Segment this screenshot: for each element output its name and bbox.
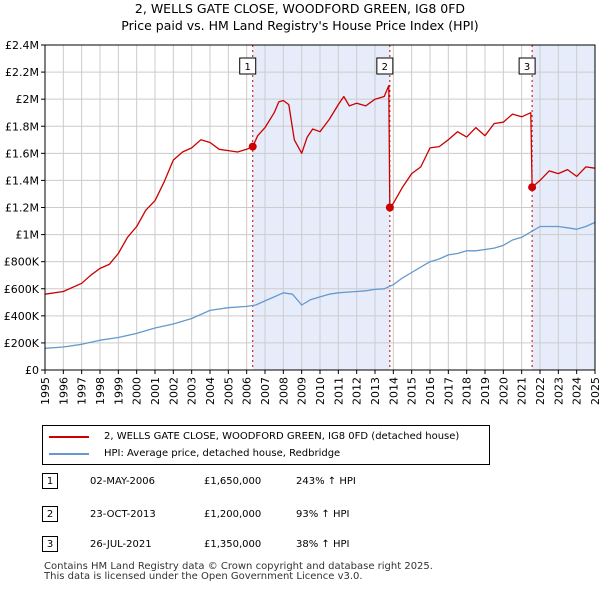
sale-marker-label: 3 [524,62,530,73]
sale-point [248,142,257,151]
transaction-date: 23-OCT-2013 [90,509,156,520]
transaction-price: £1,650,000 [204,476,262,487]
sale-marker-label: 2 [382,62,388,73]
y-tick-label: £200K [4,337,40,350]
x-tick-label: 2019 [479,377,492,405]
x-tick-label: 2020 [497,377,510,405]
sale-marker-box [239,57,257,75]
legend: 2, WELLS GATE CLOSE, WOODFORD GREEN, IG8… [42,425,490,465]
y-tick-label: £2.4M [5,39,39,52]
y-tick-label: £400K [4,310,40,323]
sale-marker-label: 1 [245,62,251,73]
transaction-row: 1 02-MAY-2006 £1,650,000 243% ↑ HPI [42,472,542,492]
y-tick-label: £600K [4,283,40,296]
x-tick-label: 2009 [296,377,309,405]
x-tick-label: 2008 [277,377,290,405]
chart-title: 2, WELLS GATE CLOSE, WOODFORD GREEN, IG8… [134,1,466,16]
transaction-hpi-change: 93% ↑ HPI [296,509,350,520]
legend-swatch-hpi [49,453,89,455]
footer-copyright: Contains HM Land Registry data © Crown c… [44,561,433,572]
x-tick-label: 1997 [76,377,89,405]
x-tick-label: 2017 [442,377,455,405]
y-tick-label: £1.2M [5,202,39,215]
x-tick-label: 2003 [186,377,199,405]
x-tick-label: 2005 [222,377,235,405]
transaction-number: 2 [42,506,58,522]
x-tick-label: 2004 [204,377,217,405]
x-tick-label: 2016 [424,377,437,405]
sale-points [248,142,537,212]
y-tick-label: £1.8M [5,120,39,133]
series-lines [44,84,596,349]
y-tick-label: £1.6M [5,147,39,160]
grid-lines [44,44,596,371]
x-tick-label: 2024 [571,377,584,405]
sale-marker-box [518,57,536,75]
x-tick-label: 2010 [314,377,327,405]
x-tick-label: 2013 [369,377,382,405]
x-tick-label: 2025 [589,377,600,405]
y-tick-label: £2M [16,93,40,106]
sale-markers: 1 2 3 [239,57,536,75]
property-price-line [44,84,596,295]
x-tick-label: 1996 [57,377,70,405]
y-tick-label: £800K [4,256,40,269]
x-tick-label: 2007 [259,377,272,405]
x-tick-label: 2001 [149,377,162,405]
transaction-date: 02-MAY-2006 [90,476,156,487]
chart-subtitle: Price paid vs. HM Land Registry's House … [121,18,479,33]
y-axis-ticks: £0 £200K £400K £600K £800K £1M £1.2M £1.4M £1.6M… [4,39,45,377]
x-tick-label: 1998 [94,377,107,405]
x-tick-label: 1995 [39,377,52,405]
x-tick-label: 2022 [534,377,547,405]
x-tick-label: 2021 [516,377,529,405]
transaction-number: 1 [42,473,58,489]
y-tick-label: £2.2M [5,66,39,79]
sale-marker-box [376,57,394,75]
x-tick-label: 2023 [552,377,565,405]
y-tick-label: £1M [16,229,40,242]
transaction-price: £1,350,000 [204,539,262,550]
x-tick-label: 2011 [332,377,345,405]
x-tick-label: 1999 [112,377,125,405]
x-axis-ticks: 1995 1996 1997 1998 1999 2000 2001 2002 2003 2004… [39,370,600,405]
transaction-number: 3 [42,536,58,552]
x-tick-label: 2006 [241,377,254,405]
legend-swatch-property [49,436,89,438]
x-tick-label: 2002 [167,377,180,405]
transaction-hpi-change: 38% ↑ HPI [296,539,350,550]
y-tick-label: £0 [25,364,39,377]
x-tick-label: 2000 [131,377,144,405]
transaction-price: £1,200,000 [204,509,262,520]
x-tick-label: 2014 [387,377,400,405]
x-tick-label: 2015 [406,377,419,405]
footer-license: This data is licensed under the Open Gov… [44,571,363,582]
sale-vertical-lines [252,45,533,370]
transaction-row: 2 23-OCT-2013 £1,200,000 93% ↑ HPI [42,505,542,525]
legend-label-property: 2, WELLS GATE CLOSE, WOODFORD GREEN, IG8… [104,431,460,442]
hpi-line [44,221,596,349]
transaction-hpi-change: 243% ↑ HPI [296,476,356,487]
transaction-date: 26-JUL-2021 [90,539,152,550]
y-tick-label: £1.4M [5,174,39,187]
legend-label-hpi: HPI: Average price, detached house, Redb… [104,448,341,459]
sale-point [528,183,537,192]
x-tick-label: 2012 [351,377,364,405]
x-tick-label: 2018 [461,377,474,405]
sale-point [385,203,394,212]
transaction-row: 3 26-JUL-2021 £1,350,000 38% ↑ HPI [42,535,542,555]
